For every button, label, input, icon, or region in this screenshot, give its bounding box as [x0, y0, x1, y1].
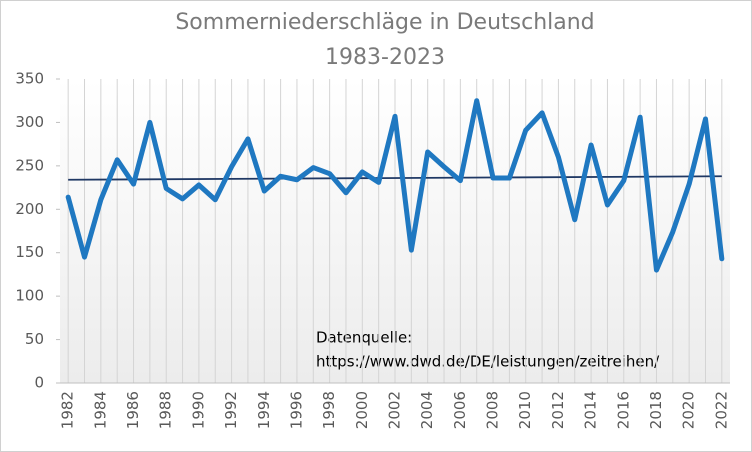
x-tick-label: 2002: [386, 391, 404, 429]
x-tick-label: 2010: [516, 391, 534, 429]
trend-line: [68, 175, 722, 181]
x-tick-label: 1994: [255, 391, 273, 429]
chart-title: Sommerniederschläge in Deutschland: [175, 10, 594, 35]
x-tick-label: 1988: [157, 391, 175, 429]
y-tick-label: 100: [15, 287, 44, 305]
x-tick-label: 2004: [418, 391, 436, 429]
x-tick-label: 1990: [189, 391, 207, 429]
data-line: [65, 98, 725, 273]
x-tick-label: 1984: [91, 391, 109, 429]
annotation: https://www.dwd.de/DE/leistungen/zeitrei…: [316, 353, 660, 371]
y-tick-label: 200: [15, 200, 44, 218]
x-tick-label: 2018: [647, 391, 665, 429]
y-tick-label: 0: [34, 374, 44, 392]
x-tick-label: 2006: [451, 391, 469, 429]
x-tick-label: 1982: [59, 391, 77, 429]
chart-subtitle: 1983-2023: [325, 45, 445, 70]
x-tick-label: 1992: [222, 391, 240, 429]
x-tick-label: 2012: [549, 391, 567, 429]
x-tick-label: 1996: [287, 391, 305, 429]
x-tick-label: 2016: [614, 391, 632, 429]
y-tick-label: 50: [25, 330, 44, 348]
x-tick-label: 2022: [712, 391, 730, 429]
x-tick-label: 2014: [582, 391, 600, 429]
y-tick-label: 350: [15, 70, 44, 88]
x-tick-label: 2000: [353, 391, 371, 429]
annotation: Datenquelle:: [316, 329, 412, 347]
x-tick-label: 2008: [484, 391, 502, 429]
y-tick-label: 300: [15, 113, 44, 131]
x-tick-label: 2020: [680, 391, 698, 429]
x-tick-label: 1986: [124, 391, 142, 429]
y-tick-label: 150: [15, 243, 44, 261]
y-tick-label: 250: [15, 156, 44, 174]
x-tick-label: 1998: [320, 391, 338, 429]
